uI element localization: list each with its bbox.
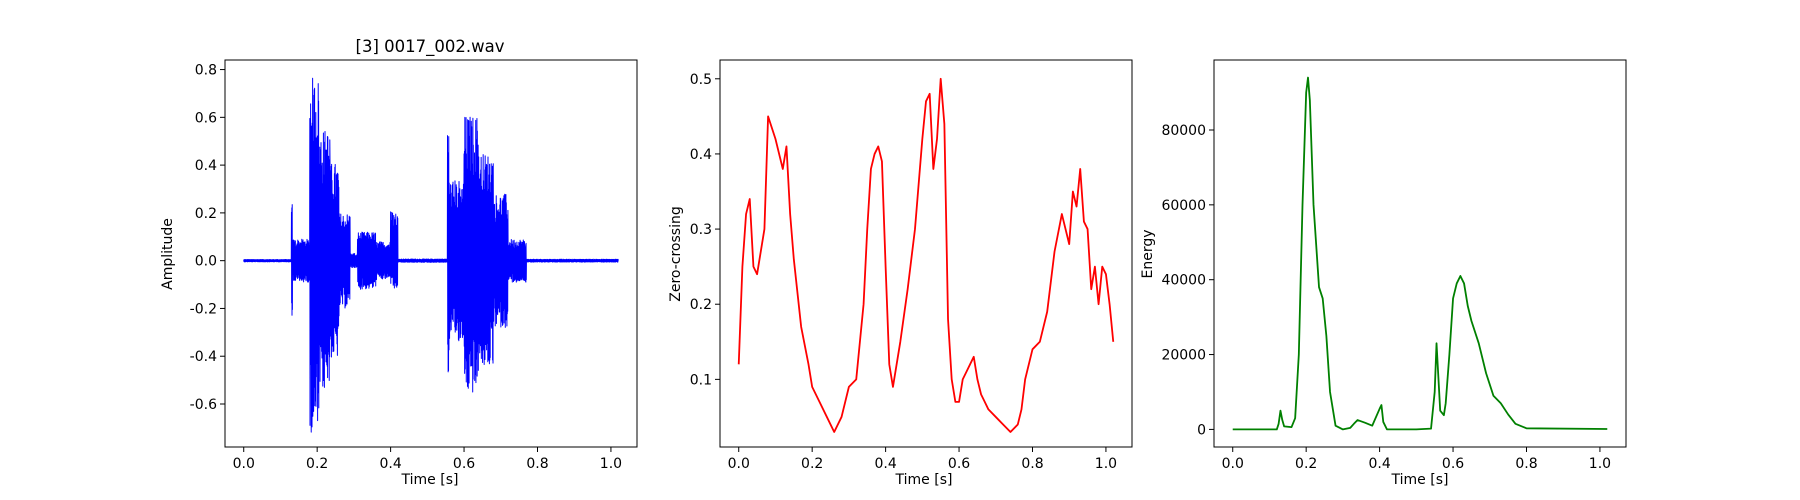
y-tick-label: 0.3 [690, 222, 712, 238]
y-axis-title: Amplitude [160, 218, 176, 290]
x-axis-title: Time [s] [895, 472, 953, 488]
x-tick-label: 1.0 [600, 456, 622, 472]
x-tick-label: 1.0 [1095, 456, 1117, 472]
plot-area-energy: 0.0 0.2 0.4 0.6 0.8 1.0 0 20000 40000 60000 80000 [1161, 59, 1627, 472]
x-tick-label: 0.8 [526, 456, 548, 472]
x-tick-label: 0.2 [1295, 456, 1317, 472]
y-tick-label: 0 [1197, 422, 1206, 438]
y-tick-label: -0.2 [190, 301, 217, 317]
y-tick-label: 0.5 [690, 72, 712, 88]
y-tick-label: 80000 [1161, 123, 1206, 139]
y-tick-label: 0.1 [690, 372, 712, 388]
x-tick-label: 0.2 [306, 456, 328, 472]
y-tick-label: -0.4 [190, 349, 217, 365]
x-axis-title: Time [s] [1391, 472, 1449, 488]
x-tick-label: 0.8 [1515, 456, 1537, 472]
series-line [243, 77, 619, 433]
y-tick-label: 0.4 [195, 158, 217, 174]
x-tick-label: 0.4 [1368, 456, 1390, 472]
series-line [737, 77, 1115, 433]
subplot-energy: 0.0 0.2 0.4 0.6 0.8 1.0020000400006000080000 … [1140, 59, 1627, 488]
y-tick-label: 0.8 [195, 63, 217, 79]
subplot-zero-crossing: 0.0 0.2 0.4 0.6 0.8 1.0 0.1 0.2 0.3 0.4 0.5 Time [… [668, 59, 1133, 488]
y-tick-label: -0.6 [190, 397, 217, 413]
x-tick-label: 0.4 [874, 456, 896, 472]
plot-area-zero-crossing: 0.0 0.2 0.4 0.6 0.8 1.0 0.1 0.2 0.3 0.4 0.5 [690, 59, 1133, 472]
x-tick-label: 0.2 [801, 456, 823, 472]
y-tick-label: 0.4 [690, 147, 712, 163]
x-tick-label: 0.6 [1442, 456, 1464, 472]
chart-title: [3] 0017_002.wav [356, 37, 505, 57]
y-tick-label: 0.6 [195, 110, 217, 126]
y-tick-label: 40000 [1161, 273, 1206, 289]
y-tick-label: 20000 [1161, 348, 1206, 364]
x-tick-label: 0.0 [1222, 456, 1244, 472]
x-tick-label: 0.0 [728, 456, 750, 472]
x-tick-label: 0.0 [233, 456, 255, 472]
y-axis-title: Zero-crossing [668, 206, 684, 301]
axes-frame [224, 59, 638, 448]
axes-frame [719, 59, 1133, 448]
y-tick-label: 0.0 [195, 254, 217, 270]
x-tick-label: 1.0 [1589, 456, 1611, 472]
x-tick-label: 0.4 [379, 456, 401, 472]
x-tick-label: 0.8 [1021, 456, 1043, 472]
x-axis-title: Time [s] [401, 472, 459, 488]
x-tick-label: 0.6 [453, 456, 475, 472]
axes-frame [1213, 59, 1627, 448]
subplot-amplitude: [3] 0017_002.wav 0.0 0.2 0.4 0.6 0.8 1.0 -0.6 -… [160, 37, 638, 488]
y-axis-title: Energy [1140, 229, 1156, 278]
series-line [1232, 76, 1608, 431]
plot-area-amplitude: 0.0 0.2 0.4 0.6 0.8 1.0 -0.6 -0.4 -0.2 0.0 0.2 0.4 0… [190, 59, 638, 472]
y-tick-label: 0.2 [690, 297, 712, 313]
y-tick-label: 0.2 [195, 206, 217, 222]
y-tick-label: 60000 [1161, 198, 1206, 214]
x-tick-label: 0.6 [948, 456, 970, 472]
